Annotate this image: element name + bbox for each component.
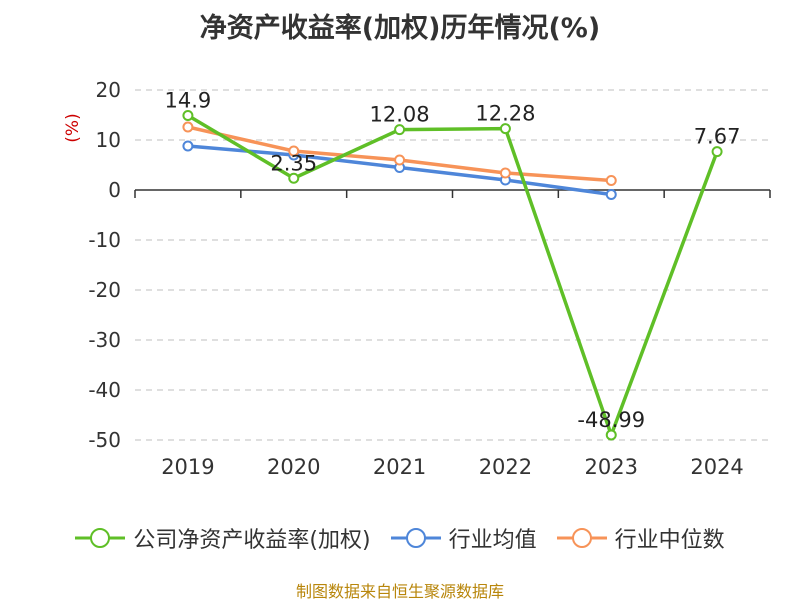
legend-item: 行业中位数 bbox=[556, 522, 725, 554]
data-point bbox=[711, 146, 723, 158]
data-point bbox=[288, 145, 300, 157]
x-tick-label: 2020 bbox=[267, 455, 320, 479]
x-tick-label: 2021 bbox=[373, 455, 426, 479]
y-axis-label: (%) bbox=[63, 113, 83, 142]
data-point bbox=[605, 189, 617, 200]
data-point bbox=[182, 110, 194, 121]
data-point bbox=[288, 172, 300, 184]
legend-circle bbox=[90, 528, 111, 548]
x-tick-label: 2022 bbox=[479, 455, 532, 479]
x-tick-label: 2023 bbox=[585, 455, 638, 479]
data-point bbox=[499, 167, 511, 179]
data-labels: 14.9 2.35 12.08 12.28 -48.99 7.67 bbox=[165, 89, 741, 432]
data-point bbox=[605, 429, 617, 441]
data-label: 2.35 bbox=[270, 151, 317, 175]
data-point bbox=[394, 124, 406, 136]
x-tick-label: 2024 bbox=[690, 455, 743, 479]
series-layer bbox=[182, 110, 723, 441]
data-label: 14.9 bbox=[165, 89, 212, 113]
y-tick-label: 0 bbox=[108, 178, 121, 202]
legend-circle bbox=[571, 528, 592, 548]
data-point bbox=[182, 121, 194, 133]
y-tick-label: -20 bbox=[88, 278, 121, 302]
y-tick-label: -40 bbox=[88, 378, 121, 402]
data-point bbox=[499, 123, 511, 135]
data-label: 12.28 bbox=[475, 102, 535, 126]
legend-marker-icon bbox=[390, 528, 441, 548]
legend-label: 行业中位数 bbox=[614, 528, 725, 553]
y-tick-label: -10 bbox=[88, 228, 121, 252]
x-tick-label: 2019 bbox=[161, 455, 214, 479]
legend-marker-icon bbox=[556, 528, 607, 548]
legend-label: 行业均值 bbox=[448, 528, 537, 553]
source-note: 制图数据来自恒生聚源数据库 bbox=[295, 582, 504, 601]
data-point bbox=[605, 175, 617, 186]
legend-item: 行业均值 bbox=[390, 522, 537, 554]
y-tick-label: 10 bbox=[96, 128, 121, 152]
legend: 公司净资产收益率(加权) 行业均值 行业中位数 bbox=[0, 520, 800, 556]
data-label: 7.67 bbox=[694, 125, 741, 149]
legend-marker-icon bbox=[75, 528, 126, 548]
data-point bbox=[394, 154, 406, 166]
chart-title: 净资产收益率(加权)历年情况(%) bbox=[199, 13, 601, 44]
data-label: 12.08 bbox=[370, 103, 430, 127]
legend-label: 公司净资产收益率(加权) bbox=[133, 528, 371, 553]
legend-circle bbox=[405, 528, 426, 548]
y-tick-label: 20 bbox=[96, 78, 121, 102]
data-point bbox=[182, 140, 194, 152]
axes: 20 10 0 -10 -20 -30 -40 -50 (%) 2019 2020 2021 2022 2… bbox=[63, 78, 771, 479]
y-tick-label: -50 bbox=[88, 428, 121, 452]
legend-item: 公司净资产收益率(加权) bbox=[75, 522, 371, 554]
y-tick-label: -30 bbox=[88, 328, 121, 352]
series-line-0 bbox=[187, 113, 719, 437]
data-label: -48.99 bbox=[577, 408, 645, 432]
